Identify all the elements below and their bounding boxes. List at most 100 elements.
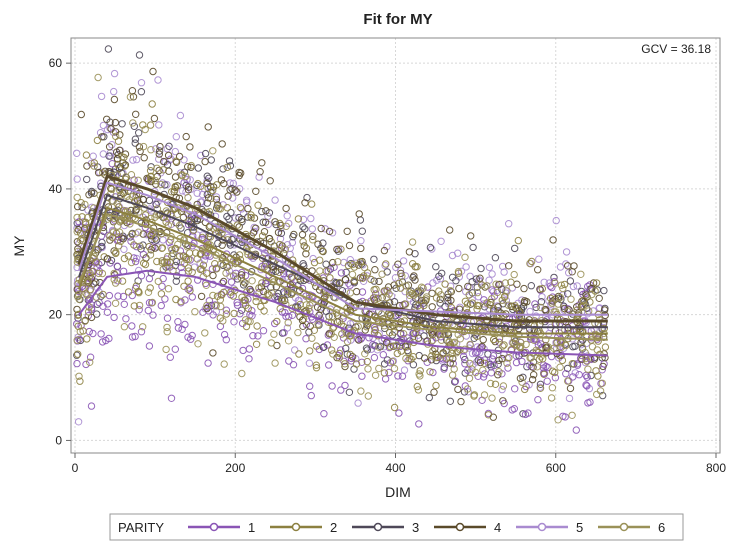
scatter-point	[168, 188, 176, 196]
scatter-point	[120, 188, 129, 197]
scatter-point	[200, 256, 209, 265]
scatter-point	[464, 366, 472, 374]
scatter-point	[583, 373, 591, 381]
scatter-point	[409, 273, 417, 282]
scatter-point	[108, 185, 116, 193]
scatter-point	[206, 229, 214, 238]
scatter-point	[294, 215, 303, 223]
scatter-point	[204, 123, 212, 131]
scatter-point	[554, 292, 563, 301]
scatter-point	[277, 296, 286, 304]
scatter-point	[245, 355, 253, 363]
scatter-point	[568, 360, 577, 368]
scatter-point	[388, 357, 397, 366]
scatter-point	[133, 254, 141, 263]
scatter-point	[130, 302, 139, 310]
scatter-point	[202, 281, 211, 289]
scatter-point	[289, 281, 297, 289]
scatter-point	[224, 192, 232, 200]
scatter-point	[194, 340, 202, 348]
scatter-point	[300, 242, 308, 250]
scatter-point	[324, 267, 332, 275]
scatter-point	[338, 330, 346, 338]
scatter-point	[196, 250, 205, 259]
scatter-point	[562, 248, 571, 256]
scatter-point	[573, 282, 581, 290]
scatter-point	[562, 370, 570, 378]
scatter-point	[220, 179, 228, 188]
scatter-point	[342, 268, 350, 276]
scatter-point	[558, 356, 567, 365]
scatter-point	[135, 301, 144, 310]
scatter-point	[389, 342, 398, 350]
scatter-point	[326, 274, 334, 282]
scatter-point	[214, 239, 222, 248]
scatter-point	[505, 354, 513, 362]
scatter-point	[410, 272, 418, 280]
scatter-point	[404, 348, 412, 356]
scatter-point	[285, 357, 293, 365]
scatter-point	[209, 271, 217, 280]
scatter-point	[201, 149, 210, 158]
scatter-point	[390, 328, 398, 336]
scatter-point	[507, 278, 515, 286]
scatter-point	[531, 300, 539, 308]
scatter-point	[99, 302, 107, 310]
scatter-point	[411, 330, 419, 338]
scatter-point	[322, 267, 330, 275]
scatter-point	[288, 311, 297, 319]
scatter-point	[504, 364, 512, 372]
scatter-point	[209, 186, 217, 195]
scatter-point	[429, 347, 437, 355]
scatter-point	[573, 306, 581, 314]
scatter-point	[238, 215, 246, 224]
scatter-point	[572, 426, 580, 434]
scatter-point	[99, 121, 108, 130]
scatter-point	[267, 339, 276, 347]
scatter-point	[451, 377, 460, 385]
scatter-point	[147, 146, 155, 154]
scatter-point	[468, 349, 477, 358]
scatter-point	[227, 208, 235, 217]
scatter-point	[346, 332, 354, 340]
legend-label-series-2: 2	[330, 520, 337, 535]
scatter-point	[153, 257, 161, 266]
scatter-point	[130, 241, 138, 249]
scatter-point	[341, 360, 349, 368]
fit-line-series-5	[78, 181, 608, 316]
scatter-point	[106, 124, 114, 132]
scatter-point	[128, 333, 137, 341]
scatter-point	[89, 267, 97, 276]
scatter-point	[578, 355, 586, 363]
scatter-point	[414, 386, 423, 394]
scatter-point	[112, 229, 121, 238]
scatter-point	[145, 342, 154, 350]
y-tick-label: 20	[49, 308, 63, 322]
scatter-point	[237, 274, 246, 282]
scatter-point	[564, 290, 572, 298]
scatter-point	[274, 228, 283, 237]
scatter-point	[577, 270, 585, 278]
fit-line-series-3	[78, 194, 608, 329]
scatter-point	[106, 168, 114, 176]
scatter-point	[184, 333, 192, 341]
scatter-point	[110, 95, 119, 104]
scatter-point	[299, 238, 307, 246]
scatter-point	[255, 284, 263, 292]
scatter-point	[435, 272, 443, 280]
scatter-point	[296, 300, 304, 309]
scatter-point	[534, 396, 542, 404]
scatter-point	[149, 67, 157, 76]
scatter-point	[538, 285, 546, 293]
legend-label-series-4: 4	[494, 520, 501, 535]
scatter-point	[73, 213, 81, 222]
scatter-point	[601, 353, 609, 362]
scatter-point	[523, 298, 531, 306]
scatter-point	[345, 388, 354, 396]
scatter-point	[222, 310, 231, 318]
scatter-point	[307, 391, 315, 400]
scatter-point	[426, 243, 435, 252]
scatter-point	[346, 350, 354, 359]
scatter-point	[491, 380, 500, 388]
